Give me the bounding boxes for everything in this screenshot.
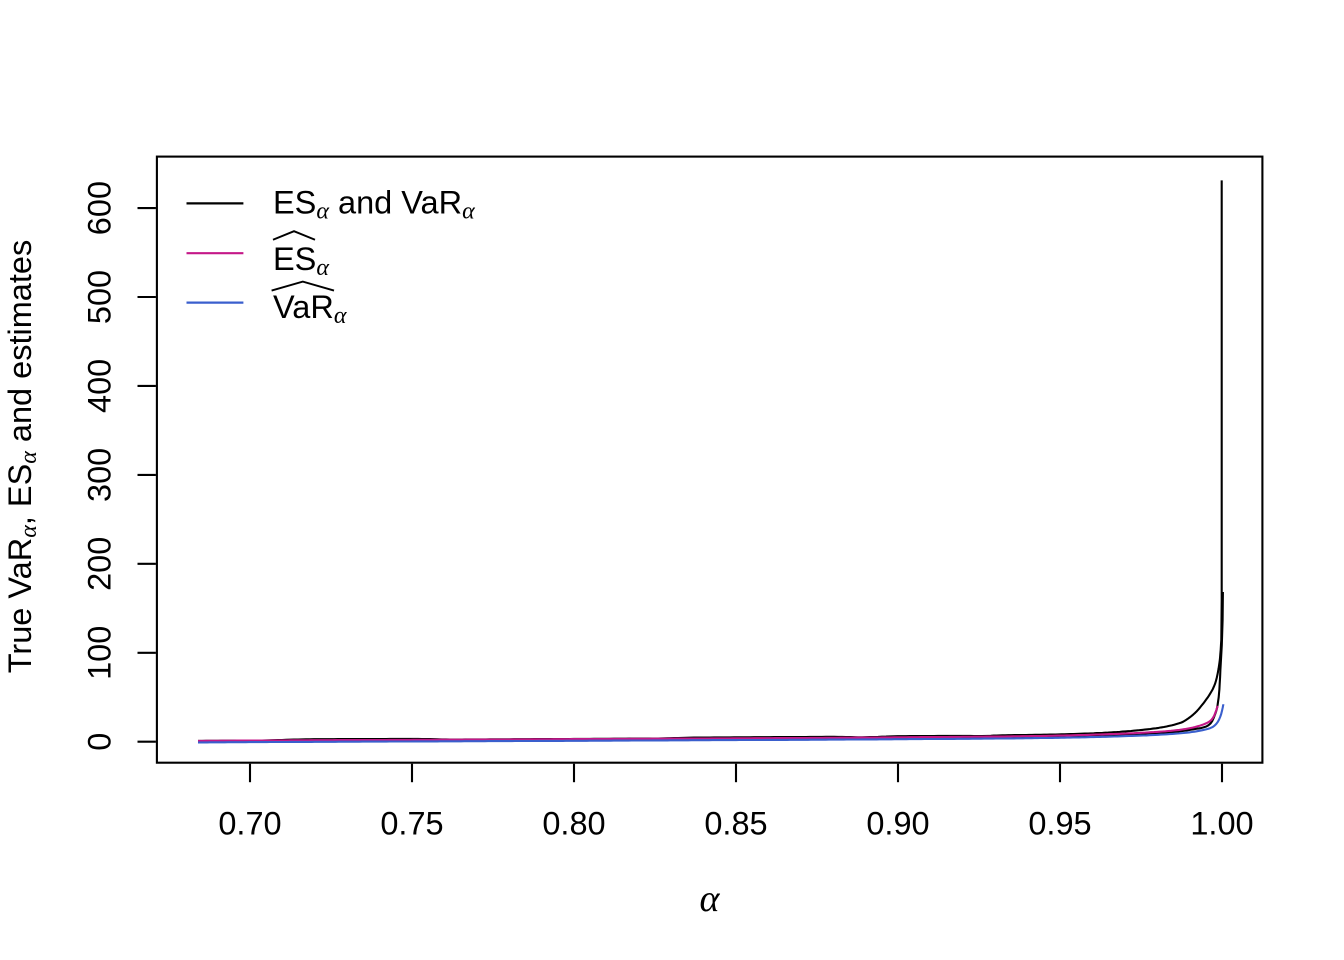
svg-text:α: α	[700, 878, 721, 920]
svg-text:0: 0	[81, 733, 117, 751]
svg-text:0.80: 0.80	[542, 806, 605, 842]
svg-text:500: 500	[81, 270, 117, 324]
svg-text:0.75: 0.75	[380, 806, 443, 842]
svg-text:400: 400	[81, 359, 117, 413]
svg-text:0.95: 0.95	[1028, 806, 1091, 842]
svg-text:300: 300	[81, 448, 117, 502]
svg-text:0.90: 0.90	[866, 806, 929, 842]
svg-text:ESα and VaRα: ESα and VaRα	[273, 185, 475, 225]
svg-text:0.85: 0.85	[704, 806, 767, 842]
svg-text:200: 200	[81, 537, 117, 591]
svg-text:600: 600	[81, 181, 117, 235]
svg-text:0.70: 0.70	[218, 806, 281, 842]
svg-text:100: 100	[81, 626, 117, 680]
svg-text:1.00: 1.00	[1190, 806, 1253, 842]
